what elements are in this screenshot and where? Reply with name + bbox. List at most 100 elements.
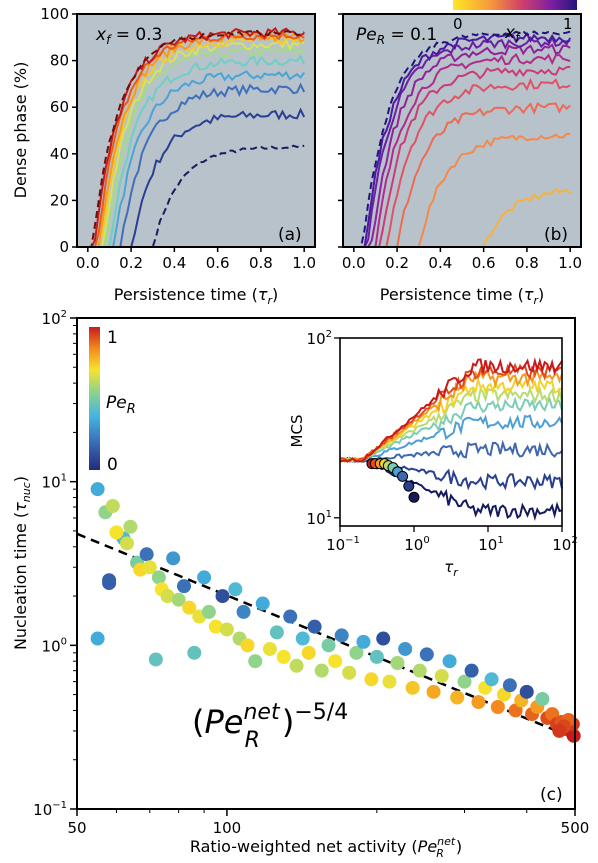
inset-marker	[408, 491, 420, 503]
a-ytick-label: 0	[59, 238, 69, 256]
b-xtick-label: 0.0	[342, 254, 366, 272]
scatter-point	[109, 525, 124, 540]
scatter-point	[119, 536, 134, 551]
scatter-point	[215, 589, 230, 604]
scatter-point	[464, 663, 479, 678]
scatter-point	[276, 649, 291, 664]
scatter-point	[182, 600, 197, 615]
scatter-point	[412, 663, 427, 678]
scatter-point	[142, 560, 157, 575]
panel-a-label: (a)	[278, 225, 302, 245]
inset-xlabel: τr	[444, 558, 459, 579]
a-series-6	[87, 38, 305, 248]
scatter-point	[236, 604, 251, 619]
panel-b-ticks: 0.0 0.2 0.4 0.6 0.8 1.0	[338, 13, 582, 272]
inset-marker	[397, 470, 409, 482]
scatter-point	[442, 654, 457, 669]
panel-c-ylabel: Nucleation time (τnuc)	[11, 476, 33, 650]
a-ytick-label: 80	[50, 52, 69, 70]
scatter-point	[90, 482, 105, 497]
scatter-point	[269, 625, 284, 640]
scatter-point	[201, 604, 216, 619]
scatter-point	[208, 619, 223, 634]
scatter-point	[283, 609, 298, 624]
scatter-point	[535, 692, 550, 706]
scatter-point	[123, 519, 138, 534]
scatter-point	[457, 674, 472, 689]
panel-b-xlabel: Persistence time (τr)	[380, 285, 545, 307]
b-xtick-label: 0.2	[385, 254, 409, 272]
scatter-point	[301, 645, 316, 660]
panel-c-fit-label: (Penet R)−5/4	[192, 700, 348, 753]
panel-a-frame	[76, 13, 316, 248]
panel-b-label: (b)	[544, 225, 568, 245]
scatter-point	[328, 654, 343, 669]
a-series-4	[87, 54, 306, 248]
inset-series-4	[339, 396, 563, 464]
inset-xtick-label: 102	[552, 535, 577, 554]
panel-b-colorbar-max: 1	[563, 15, 573, 33]
panel-c-inset: 10−1 100 101 102 101 102 MCS τr	[288, 329, 578, 579]
inset-series-3	[339, 414, 563, 463]
panel-c-colorbar	[89, 327, 100, 470]
scatter-point	[369, 649, 384, 664]
scatter-point	[240, 638, 255, 653]
c-ytick-label: 101	[42, 473, 67, 492]
scatter-point	[405, 680, 420, 695]
panel-a-series	[87, 26, 306, 248]
scatter-point	[321, 638, 336, 653]
inset-marker	[403, 480, 415, 492]
scatter-point	[502, 678, 517, 693]
inset-ylabel: MCS	[288, 415, 306, 448]
b-xtick-label: 1.0	[558, 254, 582, 272]
a-xtick-label: 0.8	[249, 254, 273, 272]
scatter-point	[105, 499, 120, 514]
inset-xtick-label: 101	[478, 535, 503, 554]
panel-c-label: (c)	[540, 785, 563, 805]
a-xtick-label: 0.2	[119, 254, 143, 272]
a-ytick-label: 60	[50, 98, 69, 116]
a-series-10	[87, 26, 305, 248]
b-series-6	[353, 53, 571, 248]
scatter-point	[102, 573, 117, 588]
b-series-7	[353, 43, 571, 248]
scatter-point	[314, 663, 329, 678]
c-xtick-label: 500	[561, 819, 590, 837]
scatter-point	[187, 645, 202, 660]
c-xtick-label: 50	[67, 819, 86, 837]
scatter-point	[390, 655, 405, 670]
scatter-point	[334, 628, 349, 643]
scatter-point	[228, 582, 243, 597]
scatter-point	[160, 589, 175, 604]
a-ytick-label: 40	[50, 145, 69, 163]
panel-a-ticks: 0.0 0.2 0.4 0.6 0.8 1.0 0 20 40 60 80 100	[40, 5, 316, 272]
scatter-point	[255, 596, 270, 611]
panel-c-points	[90, 482, 581, 743]
a-xtick-label: 0.6	[206, 254, 230, 272]
scatter-point	[382, 674, 397, 689]
scatter-point	[139, 547, 154, 562]
panel-c-colorbar-min: 0	[107, 455, 118, 475]
b-series-10	[353, 30, 571, 248]
inset-xtick-label: 10−1	[326, 535, 360, 554]
panel-c-xlabel: Ratio-weighted net activity (Penet R)	[190, 835, 462, 860]
b-xtick-label: 0.6	[472, 254, 496, 272]
scatter-point	[364, 672, 379, 687]
b-series-9	[353, 31, 571, 248]
scatter-point	[471, 695, 486, 710]
inset-ytick-label: 102	[307, 329, 332, 348]
scatter-point	[219, 622, 234, 637]
scatter-point	[398, 641, 413, 656]
b-series-5	[353, 65, 571, 248]
a-series-2	[87, 82, 306, 248]
scatter-point	[342, 665, 357, 680]
scatter-point	[356, 634, 371, 649]
scatter-point	[419, 647, 434, 662]
scatter-point	[90, 631, 105, 646]
c-xtick-label: 100	[213, 819, 242, 837]
c-ytick-label: 10−1	[33, 800, 67, 819]
scatter-point	[519, 684, 534, 699]
a-xtick-label: 0.0	[76, 254, 100, 272]
